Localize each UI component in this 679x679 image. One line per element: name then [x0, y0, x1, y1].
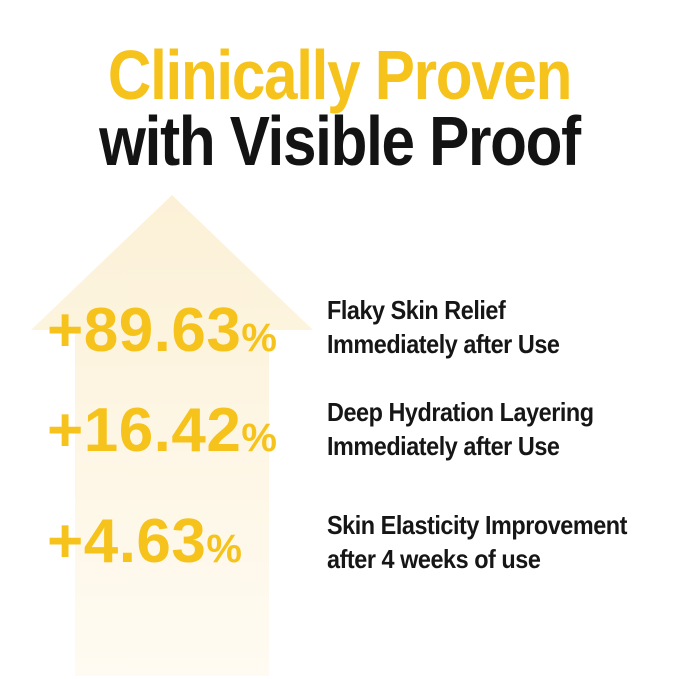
page-title-main: with Visible Proof	[99, 102, 581, 180]
stat-label-line: Immediately after Use	[327, 431, 560, 461]
stat-number: +89.63	[47, 296, 242, 365]
page-title-highlight: Clinically Proven	[107, 36, 572, 114]
stat-label-line: after 4 weeks of use	[327, 544, 541, 574]
stat-label-line: Deep Hydration Layering	[327, 397, 594, 427]
up-arrow-shape	[31, 195, 313, 676]
percent-sign: %	[241, 316, 277, 360]
stat-value-flaky-skin: +89.63%	[47, 300, 277, 369]
stat-label-line: Skin Elasticity Improvement	[327, 510, 627, 540]
stat-value-elasticity: +4.63%	[47, 511, 242, 580]
stat-value-hydration: +16.42%	[47, 400, 277, 469]
stat-number: +4.63	[47, 507, 207, 576]
stat-number: +16.42	[47, 396, 242, 465]
stat-label-elasticity: Skin Elasticity Improvement after 4 week…	[327, 508, 627, 576]
stat-label-flaky-skin: Flaky Skin Relief Immediately after Use	[327, 293, 560, 361]
stat-label-line: Flaky Skin Relief	[327, 295, 506, 325]
percent-sign: %	[241, 416, 277, 460]
stat-label-line: Immediately after Use	[327, 329, 560, 359]
page-title: Clinically Proven with Visible Proof	[48, 36, 632, 180]
percent-sign: %	[206, 527, 242, 571]
stat-label-hydration: Deep Hydration Layering Immediately afte…	[327, 395, 594, 463]
